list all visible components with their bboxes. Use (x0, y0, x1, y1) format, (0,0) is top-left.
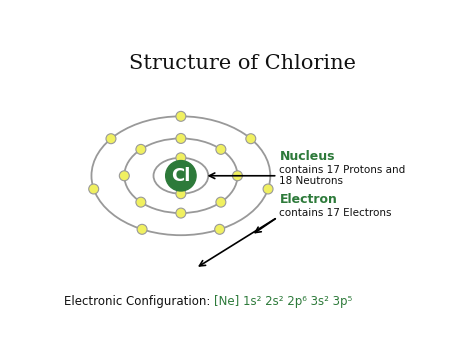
Text: Structure of Chlorine: Structure of Chlorine (129, 54, 356, 73)
Circle shape (119, 171, 129, 181)
Text: Cl: Cl (171, 167, 191, 185)
Circle shape (216, 197, 226, 207)
Text: contains 17 Protons and
18 Neutrons: contains 17 Protons and 18 Neutrons (279, 165, 406, 186)
Text: Electron: Electron (279, 193, 337, 206)
Circle shape (89, 184, 99, 194)
Text: [Ne] 1s² 2s² 2p⁶ 3s² 3p⁵: [Ne] 1s² 2s² 2p⁶ 3s² 3p⁵ (214, 295, 353, 308)
Circle shape (176, 189, 186, 199)
Text: contains 17 Electrons: contains 17 Electrons (279, 208, 392, 218)
Text: Nucleus: Nucleus (279, 150, 335, 163)
Circle shape (263, 184, 273, 194)
Circle shape (246, 134, 256, 144)
Circle shape (136, 144, 146, 154)
Circle shape (176, 111, 186, 121)
Text: Electronic Configuration:: Electronic Configuration: (64, 295, 214, 308)
Circle shape (176, 208, 186, 218)
Circle shape (136, 197, 146, 207)
Circle shape (216, 144, 226, 154)
Circle shape (215, 224, 225, 234)
Circle shape (166, 160, 196, 191)
Circle shape (232, 171, 242, 181)
Circle shape (106, 134, 116, 144)
Circle shape (176, 134, 186, 144)
Circle shape (137, 224, 147, 234)
Circle shape (176, 153, 186, 163)
